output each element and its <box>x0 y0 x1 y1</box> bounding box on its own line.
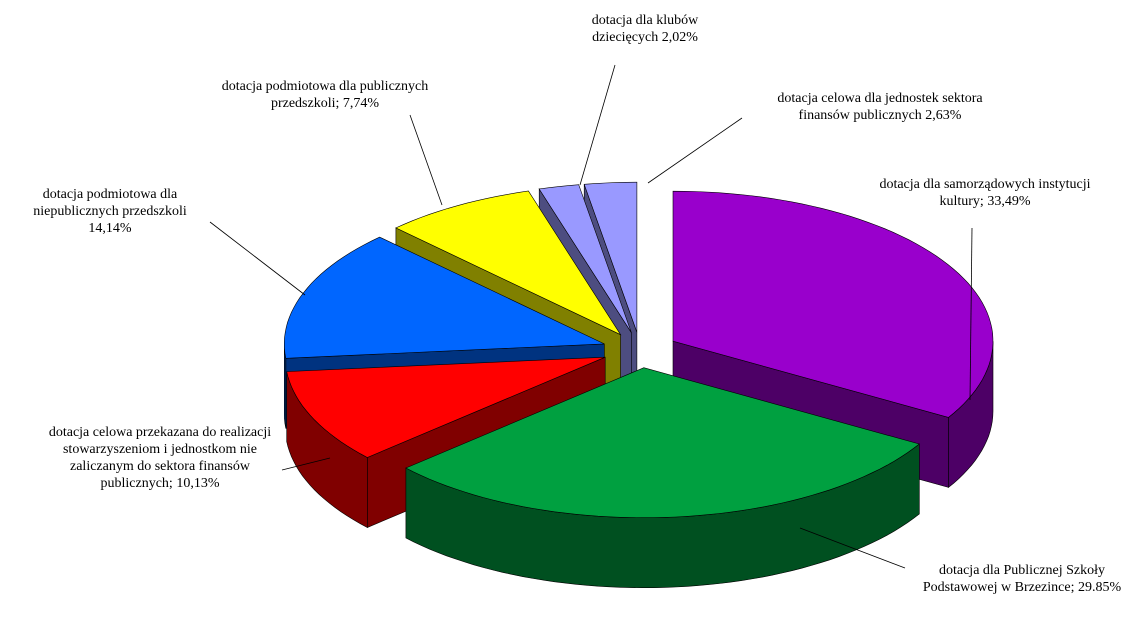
data-label: dotacja dla samorządowych instytucji kul… <box>875 176 1095 210</box>
category-label: dotacja dla Publicznej Szkoły Podstawowe… <box>922 563 1105 595</box>
slice <box>283 236 605 359</box>
slice <box>538 184 632 333</box>
category-label: dotacja dla samorządowych instytucji kul… <box>879 177 1091 209</box>
slice <box>405 367 920 518</box>
leader-line <box>579 64 616 186</box>
data-label: dotacja celowa dla jednostek sektora fin… <box>755 90 1005 124</box>
leader-line <box>799 527 906 569</box>
value-label: 29.85% <box>1077 580 1122 595</box>
slice <box>286 356 606 458</box>
slice <box>672 190 994 418</box>
data-label: dotacja celowa przekazana do realizacji … <box>40 424 280 492</box>
value-label: 2,63% <box>925 108 962 123</box>
leader-line <box>969 227 973 401</box>
category-label: dotacja podmiotowa dla niepublicznych pr… <box>33 187 187 219</box>
category-label: dotacja podmiotowa dla publicznych przed… <box>221 79 429 111</box>
value-label: 10,13% <box>176 476 220 491</box>
data-label: dotacja dla Publicznej Szkoły Podstawowe… <box>912 562 1132 596</box>
leader-line <box>209 221 306 296</box>
category-label: dotacja celowa dla jednostek sektora fin… <box>777 91 983 123</box>
data-label: dotacja podmiotowa dla publicznych przed… <box>220 78 430 112</box>
slice <box>395 190 622 336</box>
category-label: dotacja celowa przekazana do realizacji … <box>48 425 272 491</box>
value-label: 7,74% <box>342 96 380 111</box>
value-label: 33,49% <box>987 194 1031 209</box>
leader-line <box>409 114 443 206</box>
leader-line <box>647 117 743 184</box>
slice <box>583 181 638 333</box>
data-label: dotacja dla klubów dziecięcych 2,02% <box>585 12 705 46</box>
data-label: dotacja podmiotowa dla niepublicznych pr… <box>10 186 210 237</box>
value-label: 14,14% <box>88 221 132 236</box>
leader-line <box>281 457 331 471</box>
value-label: 2,02% <box>661 30 698 45</box>
category-label: dotacja dla klubów dziecięcych <box>591 13 699 45</box>
